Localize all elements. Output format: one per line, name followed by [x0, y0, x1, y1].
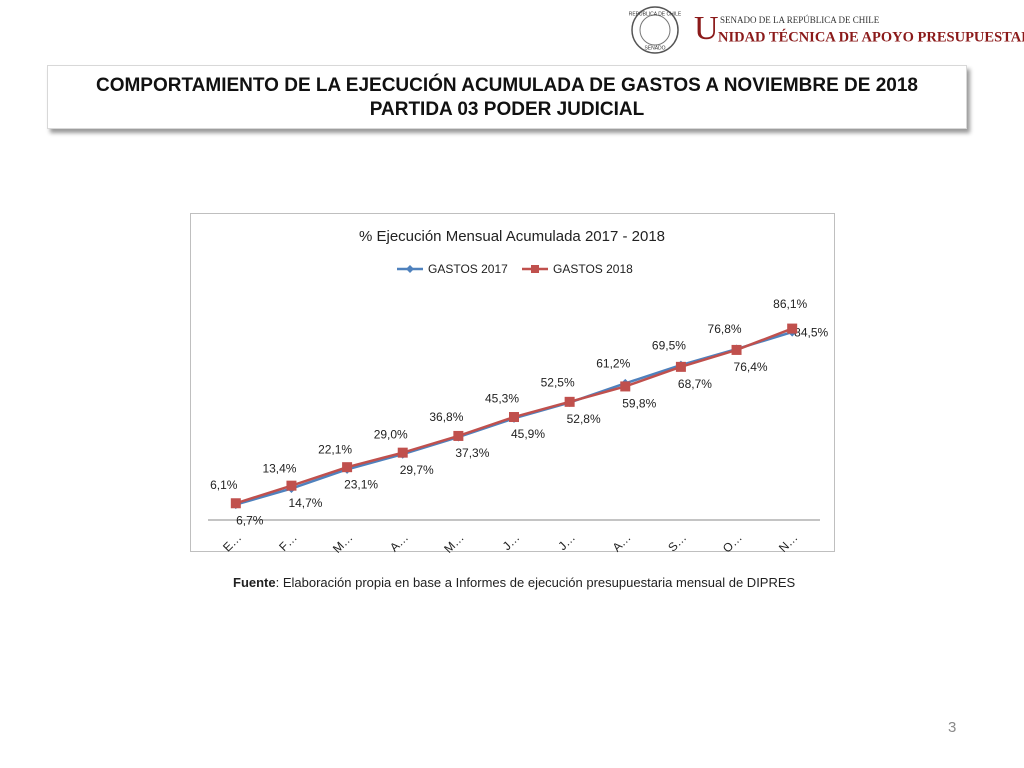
- point: [231, 500, 241, 510]
- point: [564, 396, 575, 407]
- value-label: 29,7%: [400, 463, 434, 477]
- value-label: 6,7%: [236, 513, 264, 527]
- point: [286, 484, 296, 494]
- x-tick-label: A…: [387, 530, 411, 554]
- value-label: 45,3%: [485, 392, 519, 406]
- value-label: 76,8%: [708, 322, 742, 336]
- legend-marker: [531, 265, 539, 273]
- logo-main: NIDAD TÉCNICA DE APOYO PRESUPUESTARIO: [718, 28, 1024, 45]
- point: [453, 430, 464, 441]
- x-tick-label: A…: [610, 530, 634, 554]
- chart-frame: [190, 213, 835, 552]
- x-tick-label: M…: [330, 530, 355, 555]
- source-text: : Elaboración propia en base a Informes …: [275, 575, 796, 590]
- seal-top: REPÚBLICA DE CHILE: [629, 10, 682, 17]
- value-label: 29,0%: [374, 427, 408, 441]
- x-tick-label: E…: [220, 530, 244, 554]
- x-tick-label: N…: [776, 530, 801, 555]
- title-line: PARTIDA 03 PODER JUDICIAL: [369, 99, 645, 120]
- value-label: 84,5%: [794, 325, 828, 339]
- point: [398, 449, 408, 459]
- value-label: 22,1%: [318, 443, 352, 457]
- value-label: 76,4%: [734, 360, 768, 374]
- logo: REPÚBLICA DE CHILE SENADO U SENADO DE LA…: [629, 6, 1024, 54]
- title-box: COMPORTAMIENTO DE LA EJECUCIÓN ACUMULADA…: [47, 65, 967, 129]
- point: [509, 412, 519, 423]
- x-tick-label: M…: [441, 530, 466, 555]
- point: [565, 398, 575, 407]
- point: [620, 381, 631, 392]
- value-label: 59,8%: [622, 397, 656, 411]
- point: [342, 462, 353, 473]
- value-label: 6,1%: [210, 478, 238, 492]
- point: [453, 432, 463, 442]
- source-label: Fuente: [233, 575, 276, 590]
- value-label: 14,7%: [288, 496, 322, 510]
- x-tick-label: S…: [665, 530, 689, 554]
- value-label: 52,5%: [541, 376, 575, 390]
- point: [675, 361, 686, 372]
- value-label: 52,8%: [567, 412, 601, 426]
- point: [676, 360, 686, 370]
- seal-bottom: SENADO: [644, 45, 665, 51]
- value-label: 36,8%: [429, 410, 463, 424]
- x-tick-label: F…: [276, 530, 300, 554]
- value-label: 37,3%: [455, 446, 489, 460]
- point: [620, 378, 630, 388]
- legend-marker: [406, 265, 414, 273]
- series-line: [235, 330, 793, 506]
- point: [787, 327, 797, 337]
- value-label: 86,1%: [773, 297, 807, 311]
- point: [342, 464, 352, 474]
- series-line: [235, 327, 793, 505]
- point: [509, 413, 519, 423]
- point: [397, 447, 408, 458]
- x-tick-label: J…: [500, 530, 523, 553]
- value-label: 45,9%: [511, 427, 545, 441]
- legend-label: GASTOS 2018: [553, 262, 633, 276]
- logo-top: SENADO DE LA REPÚBLICA DE CHILE: [720, 15, 880, 25]
- value-label: 13,4%: [262, 462, 296, 476]
- x-tick-label: O…: [720, 530, 745, 555]
- value-label: 68,7%: [678, 377, 712, 391]
- source-note: Fuente: Elaboración propia en base a Inf…: [233, 575, 795, 590]
- legend-label: GASTOS 2017: [428, 262, 508, 276]
- value-label: 69,5%: [652, 338, 686, 352]
- logo-initial: U: [694, 10, 719, 47]
- page-number: 3: [948, 719, 957, 736]
- title-line: COMPORTAMIENTO DE LA EJECUCIÓN ACUMULADA…: [95, 75, 918, 96]
- value-label: 61,2%: [596, 357, 630, 371]
- seal: [631, 6, 679, 54]
- point: [230, 498, 241, 509]
- point: [731, 344, 742, 355]
- point: [286, 480, 297, 491]
- point: [787, 323, 798, 334]
- x-tick-label: J…: [555, 530, 578, 553]
- point: [732, 344, 742, 354]
- chart-title: % Ejecución Mensual Acumulada 2017 - 201…: [359, 228, 665, 245]
- value-label: 23,1%: [344, 477, 378, 491]
- seal-inner: [639, 14, 671, 46]
